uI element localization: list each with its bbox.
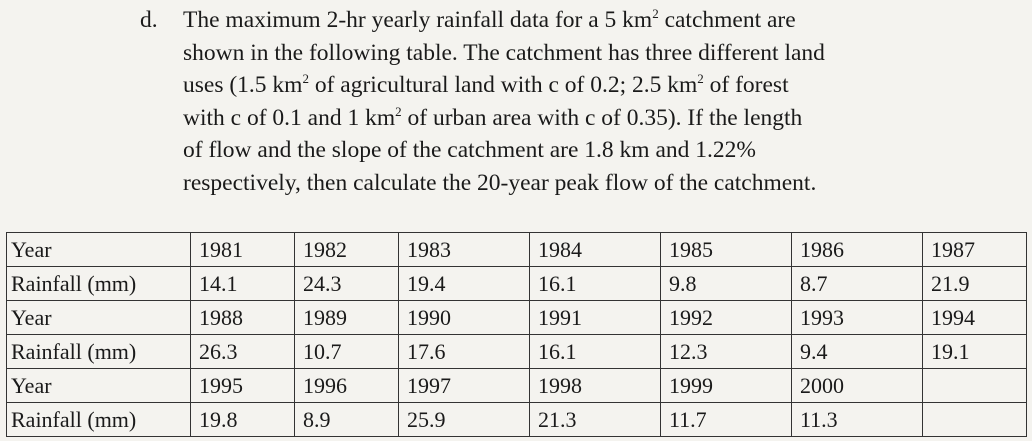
rainfall-row: Rainfall (mm) 14.1 24.3 19.4 16.1 9.8 8.7 21.9 xyxy=(6,266,1027,301)
year-cell: 1981 xyxy=(190,232,295,267)
line-text: with c of 0.1 and 1 km xyxy=(183,104,396,131)
rainfall-row: Rainfall (mm) 19.8 8.9 25.9 21.3 11.7 11.3 xyxy=(6,402,1027,437)
line-text: of agricultural land with c of 0.2; 2.5 … xyxy=(308,72,698,98)
rainfall-cell: 9.8 xyxy=(660,266,792,301)
line-text: The maximum 2-hr yearly rainfall data fo… xyxy=(183,7,653,33)
year-row: Year 1988 1989 1990 1991 1992 1993 1994 xyxy=(6,300,1027,335)
year-cell: 1997 xyxy=(398,368,530,403)
rainfall-table: Year 1981 1982 1983 1984 1985 1986 1987 Rainfall… xyxy=(6,232,1027,437)
year-label: Year xyxy=(6,368,191,403)
question-line-4: with c of 0.1 and 1 km2 of urban area wi… xyxy=(183,102,1013,135)
year-cell: 1988 xyxy=(190,300,295,335)
rainfall-cell: 16.1 xyxy=(529,334,661,369)
year-cell: 1993 xyxy=(791,300,923,335)
line-text: uses (1.5 km xyxy=(183,72,303,98)
year-cell: 2000 xyxy=(791,368,923,403)
superscript: 2 xyxy=(395,103,402,119)
year-cell: 1986 xyxy=(791,232,923,267)
rainfall-label: Rainfall (mm) xyxy=(6,402,191,437)
question-line-5: of flow and the slope of the catchment a… xyxy=(183,134,1013,167)
question-line-2: shown in the following table. The catchm… xyxy=(183,37,1013,70)
rainfall-cell: 19.1 xyxy=(922,334,1027,369)
year-cell: 1984 xyxy=(529,232,661,267)
rainfall-cell: 19.8 xyxy=(190,402,295,437)
rainfall-cell: 8.7 xyxy=(791,266,923,301)
rainfall-cell: 10.7 xyxy=(294,334,399,369)
rainfall-cell: 24.3 xyxy=(294,266,399,301)
question-text: The maximum 2-hr yearly rainfall data fo… xyxy=(183,4,1013,199)
year-cell: 1983 xyxy=(398,232,530,267)
year-cell xyxy=(922,368,1027,403)
line-text: of forest xyxy=(703,72,789,98)
rainfall-cell: 19.4 xyxy=(398,266,530,301)
question-line-3: uses (1.5 km2 of agricultural land with … xyxy=(183,69,1013,102)
rainfall-row: Rainfall (mm) 26.3 10.7 17.6 16.1 12.3 9.4 19.1 xyxy=(6,334,1027,369)
year-cell: 1994 xyxy=(922,300,1027,335)
rainfall-cell xyxy=(922,402,1027,437)
line-text: of urban area with c of 0.35). If the le… xyxy=(401,104,803,131)
rainfall-cell: 25.9 xyxy=(398,402,530,437)
rainfall-label: Rainfall (mm) xyxy=(6,334,191,369)
year-row: Year 1981 1982 1983 1984 1985 1986 1987 xyxy=(6,232,1027,267)
rainfall-cell: 21.9 xyxy=(922,266,1027,301)
year-label: Year xyxy=(6,300,191,335)
rainfall-cell: 9.4 xyxy=(791,334,923,369)
superscript: 2 xyxy=(697,71,704,86)
year-label: Year xyxy=(6,232,191,267)
year-cell: 1991 xyxy=(529,300,661,335)
rainfall-label: Rainfall (mm) xyxy=(6,266,191,301)
line-text: respectively, then calculate the 20-year… xyxy=(183,169,817,196)
year-cell: 1992 xyxy=(660,300,792,335)
year-cell: 1995 xyxy=(190,368,295,403)
rainfall-cell: 17.6 xyxy=(398,334,530,369)
year-cell: 1982 xyxy=(294,232,399,267)
rainfall-cell: 11.3 xyxy=(791,402,923,437)
line-text: shown in the following table. The catchm… xyxy=(183,39,825,66)
rainfall-cell: 21.3 xyxy=(529,402,661,437)
rainfall-cell: 8.9 xyxy=(294,402,399,437)
rainfall-cell: 26.3 xyxy=(190,334,295,369)
year-cell: 1999 xyxy=(660,368,792,403)
rainfall-cell: 14.1 xyxy=(190,266,295,301)
year-cell: 1989 xyxy=(294,300,399,335)
year-row: Year 1995 1996 1997 1998 1999 2000 xyxy=(6,368,1027,403)
line-text: catchment are xyxy=(658,7,796,33)
year-cell: 1987 xyxy=(922,232,1027,267)
question-marker: d. xyxy=(140,7,158,33)
year-cell: 1985 xyxy=(660,232,792,267)
year-cell: 1998 xyxy=(529,368,661,403)
question-line-6: respectively, then calculate the 20-year… xyxy=(183,167,1013,200)
line-text: of flow and the slope of the catchment a… xyxy=(183,137,756,163)
rainfall-cell: 11.7 xyxy=(660,402,792,437)
superscript: 2 xyxy=(302,71,309,86)
year-cell: 1990 xyxy=(398,300,530,335)
year-cell: 1996 xyxy=(294,368,399,403)
rainfall-cell: 12.3 xyxy=(660,334,792,369)
superscript: 2 xyxy=(652,6,659,21)
rainfall-cell: 16.1 xyxy=(529,266,661,301)
question-line-1: The maximum 2-hr yearly rainfall data fo… xyxy=(183,4,1013,37)
